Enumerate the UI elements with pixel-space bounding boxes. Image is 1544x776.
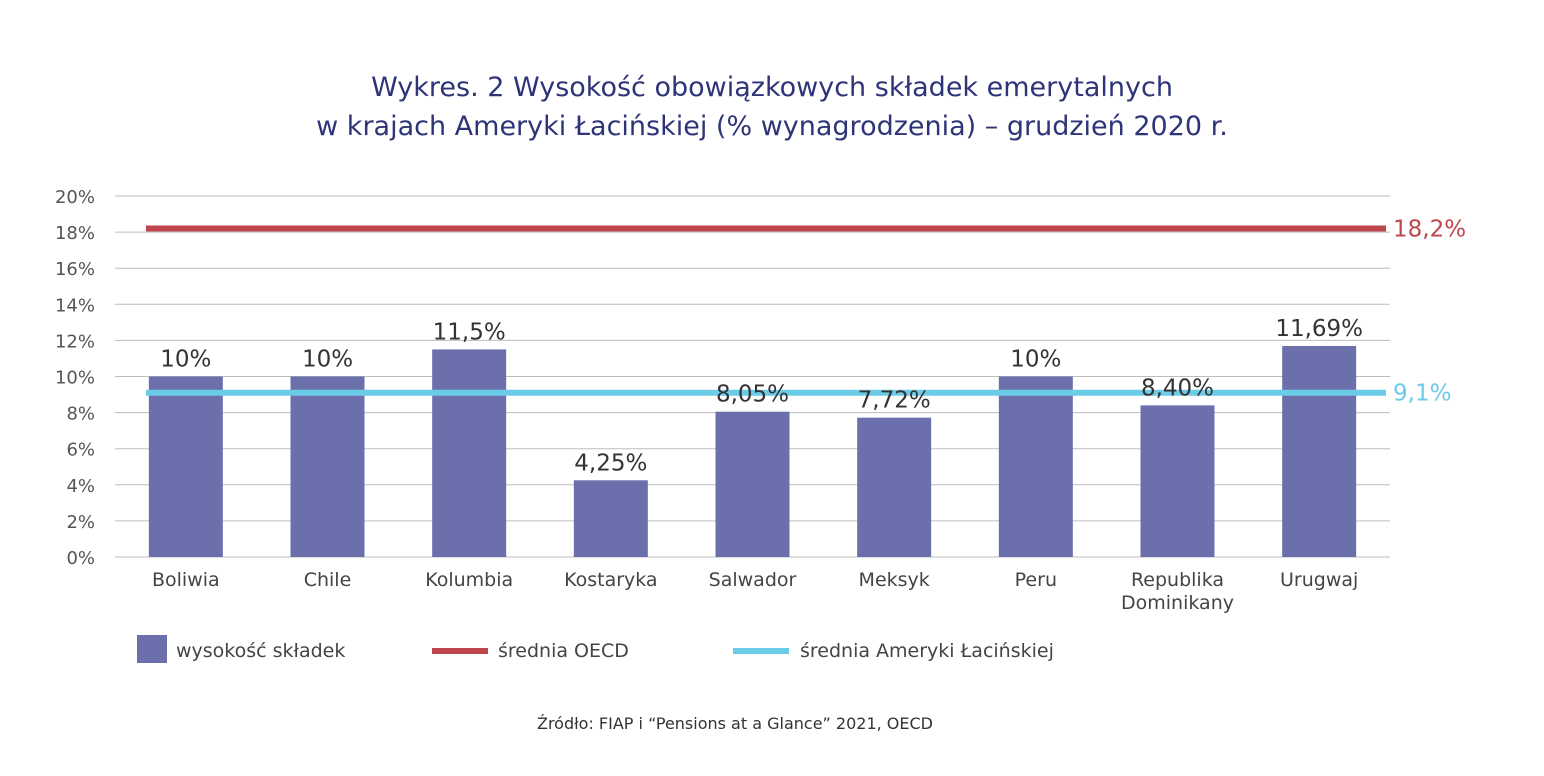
bar	[1140, 405, 1215, 557]
bars	[148, 345, 1357, 557]
x-axis-categories: Boliwia Chile Kolumbia Kostaryka Salwador Mek…	[152, 569, 1358, 614]
bar-chart: 0% 2% 4% 6% 8% 10% 12% 14% 16% 18% 20% 10% 10% 11,5%…	[55, 187, 1466, 663]
legend-label-bar: wysokość składek	[176, 640, 345, 662]
bar	[1282, 345, 1357, 557]
category-label: Chile	[304, 569, 352, 591]
bar	[573, 480, 648, 557]
y-tick-label: 18%	[55, 223, 95, 244]
y-tick-label: 6%	[66, 440, 95, 461]
y-tick-label: 10%	[55, 368, 95, 389]
y-tick-label: 8%	[66, 404, 95, 425]
bar	[998, 376, 1073, 557]
latam-average-label: 9,1%	[1393, 381, 1451, 407]
legend: wysokość składek średnia OECD średnia Amer…	[137, 635, 1054, 663]
category-label: Republika	[1131, 569, 1224, 591]
y-tick-label: 12%	[55, 331, 95, 352]
category-label: Kostaryka	[564, 569, 658, 591]
y-tick-label: 16%	[55, 259, 95, 280]
bar-value-label: 10%	[160, 347, 211, 373]
bar-value-label: 7,72%	[858, 388, 931, 414]
bar-value-label: 11,69%	[1275, 316, 1363, 342]
y-tick-label: 2%	[66, 512, 95, 533]
bar	[715, 411, 790, 557]
oecd-average-label: 18,2%	[1393, 216, 1466, 242]
reference-lines	[146, 225, 1386, 396]
category-label: Kolumbia	[425, 569, 513, 591]
y-tick-label: 4%	[66, 476, 95, 497]
legend-label-latam: średnia Ameryki Łacińskiej	[800, 640, 1054, 662]
legend-swatch-bar	[137, 635, 167, 663]
bar-value-label: 4,25%	[574, 450, 647, 476]
bar	[148, 376, 223, 557]
title-line-2: w krajach Ameryki Łacińskiej (% wynagrod…	[316, 111, 1228, 142]
category-label: Boliwia	[152, 569, 220, 591]
data-labels: 10% 10% 11,5% 4,25% 8,05% 7,72% 10% 8,40% 11,69%…	[160, 216, 1466, 476]
bar	[857, 417, 932, 557]
legend-label-oecd: średnia OECD	[498, 640, 629, 662]
bar-value-label: 11,5%	[433, 319, 506, 345]
y-tick-label: 20%	[55, 187, 95, 208]
bar	[290, 376, 365, 557]
chart-title: Wykres. 2 Wysokość obowiązkowych składek…	[0, 68, 1544, 146]
category-label: Dominikany	[1121, 592, 1234, 614]
bar	[432, 349, 507, 557]
y-tick-label: 0%	[66, 548, 95, 569]
bar-value-label: 10%	[1010, 347, 1061, 373]
category-label: Peru	[1015, 569, 1057, 591]
category-label: Urugwaj	[1280, 569, 1358, 591]
y-tick-label: 14%	[55, 295, 95, 316]
title-line-1: Wykres. 2 Wysokość obowiązkowych składek…	[371, 72, 1173, 103]
category-label: Meksyk	[859, 569, 930, 591]
source-note: Źródło: FIAP i “Pensions at a Glance” 20…	[536, 714, 933, 733]
category-label: Salwador	[709, 569, 797, 591]
bar-value-label: 10%	[302, 347, 353, 373]
y-axis-ticks: 0% 2% 4% 6% 8% 10% 12% 14% 16% 18% 20%	[55, 187, 95, 569]
bar-value-label: 8,05%	[716, 382, 789, 408]
bar-value-label: 8,40%	[1141, 375, 1214, 401]
